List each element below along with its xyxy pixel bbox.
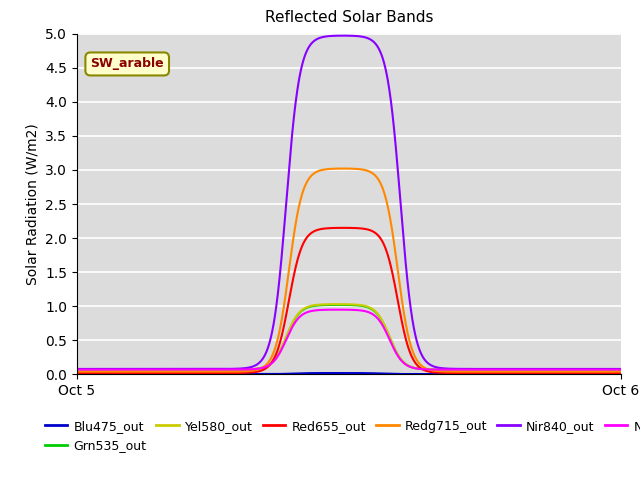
- Blu475_out: [100, 371, 108, 377]
- Grn535_out: [73, 367, 81, 372]
- Redg715_out: [340, 166, 348, 171]
- Yel580_out: [100, 367, 108, 372]
- Red655_out: [337, 225, 345, 231]
- Nir945_out: [338, 307, 346, 312]
- Nir945_out: [323, 307, 331, 312]
- Blu475_out: [602, 371, 609, 377]
- Yel580_out: [73, 367, 81, 372]
- Line: Nir840_out: Nir840_out: [77, 36, 621, 369]
- Nir945_out: [334, 307, 342, 312]
- Redg715_out: [73, 369, 81, 374]
- Red655_out: [502, 370, 509, 376]
- Blu475_out: [617, 371, 625, 377]
- Blu475_out: [338, 370, 346, 376]
- Nir840_out: [502, 366, 509, 372]
- Nir945_out: [100, 367, 108, 372]
- Nir840_out: [340, 33, 348, 38]
- Blu475_out: [601, 371, 609, 377]
- Nir840_out: [100, 366, 108, 372]
- Y-axis label: Solar Radiation (W/m2): Solar Radiation (W/m2): [26, 123, 40, 285]
- Red655_out: [100, 370, 108, 376]
- Grn535_out: [602, 367, 609, 372]
- Blu475_out: [323, 370, 331, 376]
- Blu475_out: [73, 371, 81, 377]
- Yel580_out: [323, 301, 331, 307]
- Nir840_out: [617, 366, 625, 372]
- Line: Redg715_out: Redg715_out: [77, 168, 621, 372]
- Nir945_out: [602, 367, 609, 372]
- Nir945_out: [502, 367, 509, 372]
- Nir945_out: [73, 367, 81, 372]
- Nir840_out: [602, 366, 609, 372]
- Line: Yel580_out: Yel580_out: [77, 304, 621, 370]
- Grn535_out: [323, 302, 331, 308]
- Red655_out: [323, 226, 331, 231]
- Redg715_out: [602, 369, 609, 374]
- Redg715_out: [100, 369, 108, 374]
- Legend: Blu475_out, Grn535_out, Yel580_out, Red655_out, Redg715_out, Nir840_out, Nir945_: Blu475_out, Grn535_out, Yel580_out, Red6…: [40, 415, 640, 457]
- Grn535_out: [334, 302, 342, 308]
- Grn535_out: [100, 367, 108, 372]
- Blu475_out: [334, 370, 342, 376]
- Nir945_out: [617, 367, 625, 372]
- Yel580_out: [338, 301, 346, 307]
- Redg715_out: [601, 369, 609, 374]
- Grn535_out: [502, 367, 509, 372]
- Redg715_out: [337, 166, 345, 171]
- Grn535_out: [338, 302, 346, 308]
- Yel580_out: [502, 367, 509, 372]
- Nir840_out: [601, 366, 609, 372]
- Red655_out: [617, 370, 625, 376]
- Grn535_out: [601, 367, 609, 372]
- Yel580_out: [601, 367, 609, 372]
- Red655_out: [340, 225, 348, 231]
- Line: Grn535_out: Grn535_out: [77, 305, 621, 370]
- Nir840_out: [337, 33, 345, 38]
- Redg715_out: [502, 369, 509, 374]
- Text: SW_arable: SW_arable: [90, 58, 164, 71]
- Redg715_out: [617, 369, 625, 374]
- Nir945_out: [601, 367, 609, 372]
- Redg715_out: [323, 166, 331, 172]
- Line: Red655_out: Red655_out: [77, 228, 621, 373]
- Yel580_out: [617, 367, 625, 372]
- Title: Reflected Solar Bands: Reflected Solar Bands: [264, 11, 433, 25]
- Line: Nir945_out: Nir945_out: [77, 310, 621, 370]
- Yel580_out: [334, 301, 342, 307]
- Nir840_out: [323, 34, 331, 39]
- Red655_out: [73, 370, 81, 376]
- Line: Blu475_out: Blu475_out: [77, 373, 621, 374]
- Nir840_out: [73, 366, 81, 372]
- Red655_out: [601, 370, 609, 376]
- Grn535_out: [617, 367, 625, 372]
- Blu475_out: [502, 371, 509, 377]
- Red655_out: [602, 370, 609, 376]
- Yel580_out: [602, 367, 609, 372]
